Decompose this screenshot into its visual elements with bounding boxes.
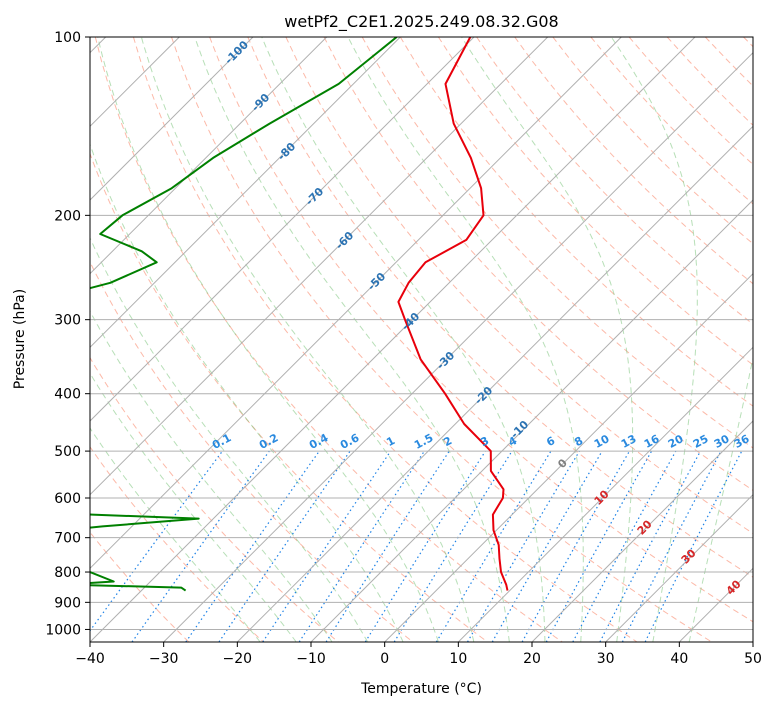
mixing-ratio-label: 30	[712, 432, 732, 451]
isotherm-line	[310, 199, 753, 642]
plot-frame	[89, 36, 754, 643]
x-tick-label: 50	[744, 651, 762, 667]
y-tick-label: 300	[54, 313, 81, 329]
y-tick-label: 700	[54, 531, 81, 547]
mixing-ratio-line	[218, 450, 351, 642]
x-tick-label: −20	[223, 651, 253, 667]
isotherm-line	[236, 125, 753, 642]
moist-adiabat-line	[97, 37, 439, 642]
x-tick-label: 0	[380, 651, 389, 667]
mixing-ratio-line	[466, 450, 580, 642]
moist-adiabat-line	[610, 37, 698, 642]
dry-adiabat-line	[437, 37, 753, 366]
dry-adiabat-line	[90, 152, 488, 642]
dry-adiabat-line	[323, 37, 753, 491]
isotherm-line	[90, 37, 475, 422]
isotherm-line	[457, 346, 753, 642]
x-tick-label: 20	[523, 651, 541, 667]
mixing-ratio-label: 20	[666, 432, 686, 451]
mixing-ratio-label: 36	[732, 432, 752, 451]
dry-adiabat-line	[132, 37, 638, 642]
x-tick-label: −30	[149, 651, 179, 667]
moist-adiabat-line	[461, 37, 634, 642]
mixing-ratio-line	[435, 450, 552, 642]
y-axis-label: Pressure (hPa)	[12, 289, 28, 389]
x-tick-label: 40	[670, 651, 688, 667]
background-lines	[90, 37, 753, 642]
dewpoint-profile-line	[90, 37, 398, 592]
dry-adiabat-line	[476, 37, 753, 325]
x-tick-label: 30	[597, 651, 615, 667]
mixing-ratio-line	[262, 450, 392, 642]
moist-adiabat-line	[90, 372, 297, 642]
moist-adiabat-line	[90, 236, 369, 642]
x-axis: −40 −30 −20 −10 0 10 20 30 40 50	[75, 642, 762, 667]
isotherm-line	[605, 493, 753, 642]
y-tick-label: 900	[54, 595, 81, 611]
mixing-ratio-line	[572, 450, 677, 642]
mixing-ratio-line	[298, 450, 425, 642]
moist-adiabat-line	[347, 37, 584, 642]
dry-adiabat-line	[90, 356, 339, 642]
isotherm-line	[90, 37, 622, 570]
moist-adiabat-line	[90, 142, 404, 642]
isotherm-line	[90, 37, 696, 642]
x-tick-label: −40	[75, 651, 105, 667]
y-tick-label: 1000	[45, 622, 81, 638]
isotherm-line	[163, 51, 753, 642]
x-tick-label: −10	[296, 651, 326, 667]
y-tick-label: 400	[54, 387, 81, 403]
isotherm-line	[90, 37, 328, 275]
moist-adiabat-line	[194, 37, 510, 642]
moist-adiabat-line	[140, 37, 475, 642]
dry-adiabat-line	[171, 37, 712, 642]
mixing-ratio-line	[364, 450, 486, 642]
dry-adiabat-line	[209, 37, 753, 623]
moist-adiabat-line	[688, 355, 753, 642]
dry-adiabat-line	[285, 37, 753, 535]
dry-adiabat-line	[247, 37, 753, 578]
y-tick-label: 100	[54, 30, 81, 46]
dry-adiabat-line	[514, 37, 753, 285]
mixing-ratio-line	[325, 450, 450, 642]
y-axis: 100 200 300 400 500 600 700 800 900 1000	[45, 30, 90, 638]
mixing-ratio-line	[599, 450, 702, 642]
isotherm-line	[90, 37, 401, 349]
isotherm-line	[90, 37, 254, 201]
mixing-ratio-label: 10	[592, 432, 612, 451]
y-tick-label: 600	[54, 491, 81, 507]
y-tick-label: 500	[54, 444, 81, 460]
chart-title: wetPf2_C2E1.2025.249.08.32.G08	[284, 12, 558, 32]
isotherm-line	[531, 420, 753, 642]
y-tick-label: 800	[54, 565, 81, 581]
y-tick-label: 200	[54, 208, 81, 224]
x-tick-label: 10	[449, 651, 467, 667]
mixing-ratio-label: 16	[642, 432, 662, 451]
x-axis-label: Temperature (°C)	[360, 681, 482, 697]
dry-adiabat-line	[94, 37, 563, 642]
temperature-profile-line	[397, 37, 509, 591]
mixing-ratio-line	[185, 450, 320, 642]
data-series	[90, 37, 509, 592]
mixing-ratio-label: 25	[691, 432, 711, 451]
isotherm-line	[90, 37, 549, 496]
mixing-ratio-label: 13	[619, 432, 639, 451]
moist-adiabat-line	[90, 427, 261, 642]
isotherm-line	[384, 272, 753, 642]
moist-adiabat-line	[90, 310, 333, 642]
dry-adiabat-line	[90, 446, 264, 642]
